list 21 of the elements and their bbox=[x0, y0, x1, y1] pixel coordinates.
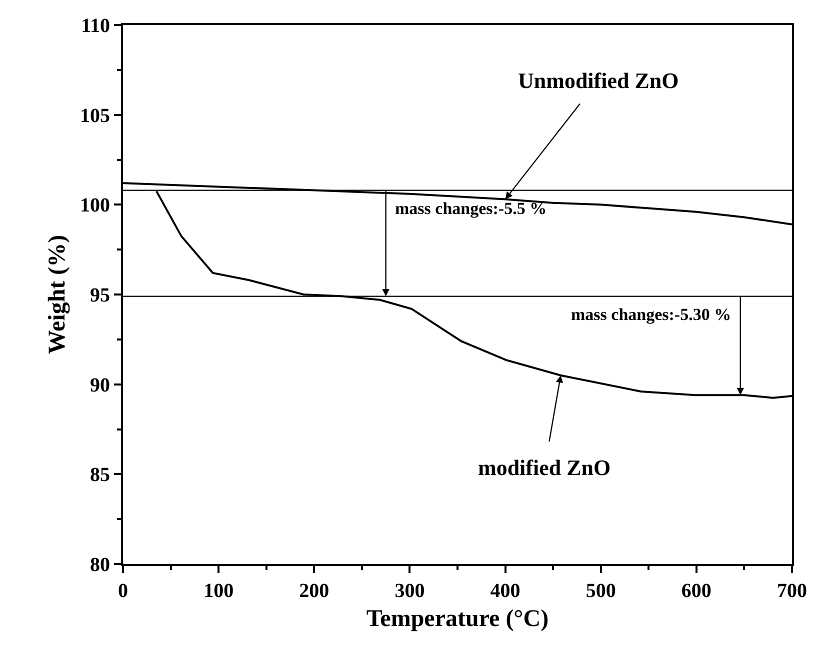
x-tick-label: 700 bbox=[777, 580, 807, 602]
annotation: mass changes:-5.30 % bbox=[571, 305, 732, 324]
y-tick-label: 90 bbox=[90, 374, 110, 396]
x-tick-label: 400 bbox=[490, 580, 520, 602]
y-tick-label: 105 bbox=[80, 104, 110, 127]
x-tick-label: 500 bbox=[586, 580, 616, 602]
y-tick-label: 85 bbox=[90, 464, 110, 486]
x-tick-label: 0 bbox=[118, 580, 128, 602]
y-tick-label: 95 bbox=[90, 284, 110, 306]
x-tick-label: 100 bbox=[204, 580, 234, 602]
y-tick-label: 110 bbox=[81, 15, 110, 37]
y-tick-label: 100 bbox=[80, 194, 110, 217]
x-axis-title: Temperature (°C) bbox=[366, 606, 549, 632]
y-tick-label: 80 bbox=[90, 554, 110, 576]
annotation: mass changes:-5.5 % bbox=[395, 199, 547, 218]
x-tick-label: 300 bbox=[394, 580, 425, 602]
text: modified ZnO bbox=[478, 455, 611, 480]
x-tick-label: 600 bbox=[681, 580, 712, 602]
y-axis-title: Weight (%) bbox=[44, 234, 71, 354]
text: Unmodified ZnO bbox=[518, 68, 679, 93]
x-tick-label: 200 bbox=[299, 580, 330, 602]
